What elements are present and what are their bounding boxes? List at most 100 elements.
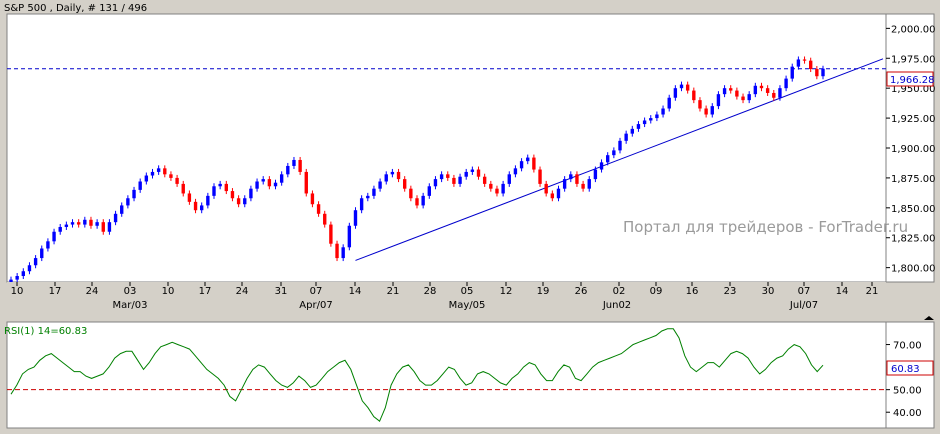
candle-body (255, 181, 259, 189)
day-label: 02 (613, 286, 626, 297)
candle-body (458, 176, 462, 184)
candle-body (642, 120, 647, 125)
candle-body (175, 177, 179, 184)
price-tick-label: 1,975.00 (891, 54, 936, 65)
candle-body (562, 179, 567, 189)
day-label: 12 (500, 286, 513, 297)
candle-body (409, 188, 413, 199)
candle-body (366, 195, 370, 199)
candle-body (40, 248, 44, 259)
candle-body (636, 124, 641, 129)
rsi-value-label: 60.83 (891, 364, 920, 375)
candle-body (21, 271, 25, 277)
day-label: 21 (387, 286, 400, 297)
candle-body (329, 224, 333, 244)
candle-body (206, 195, 210, 206)
candle-body (606, 155, 610, 163)
candle-body (692, 90, 696, 101)
candle-body (243, 198, 247, 205)
month-label: Apr/07 (299, 300, 332, 311)
candle-body (273, 182, 278, 187)
price-axis-area (885, 13, 935, 283)
day-label: 19 (537, 286, 550, 297)
candle-body (421, 195, 425, 206)
candle-body (107, 222, 112, 232)
candle-body (489, 183, 493, 189)
candle-body (341, 247, 345, 259)
candle-body (581, 183, 585, 189)
candle-body (446, 174, 450, 178)
candle-body (593, 169, 598, 180)
rsi-label: RSI(1) 14=60.83 (4, 326, 87, 337)
price-tick-label: 1,900.00 (891, 144, 936, 155)
candle-body (765, 88, 770, 93)
candle-body (439, 174, 444, 180)
candle-body (33, 258, 38, 266)
candle-body (587, 179, 591, 189)
price-plot-area[interactable] (6, 13, 887, 283)
candle-body (310, 193, 315, 205)
candle-body (15, 276, 19, 280)
candle-body (630, 128, 634, 134)
candle-body (784, 78, 788, 89)
candle-body (347, 225, 352, 248)
price-tick-label: 1,825.00 (891, 234, 936, 245)
candle-body (101, 222, 105, 232)
candle-body (710, 106, 714, 115)
price-axis-ticks: 1,800.00 1,825.00 1,850.00 1,875.00 1,900.00… (886, 24, 936, 275)
day-label: 10 (162, 286, 175, 297)
day-label: 10 (11, 286, 24, 297)
candle-body (224, 183, 228, 192)
candle-body (156, 168, 161, 172)
candle-body (120, 205, 124, 214)
candle-body (673, 88, 678, 98)
candle-body (403, 179, 407, 189)
candle-body (569, 174, 573, 180)
day-label: 14 (349, 286, 362, 297)
price-tick-label: 1,875.00 (891, 174, 936, 185)
day-label: 05 (461, 286, 474, 297)
candle-body (624, 133, 628, 141)
candle-body (667, 97, 671, 109)
day-label: 17 (199, 286, 212, 297)
price-tick-label: 1,950.00 (891, 84, 936, 95)
rsi-tick-label: 70.00 (893, 341, 922, 352)
candle-body (150, 171, 155, 176)
rsi-plot-area[interactable] (6, 321, 887, 429)
candle-body (649, 118, 653, 121)
candle-body (809, 60, 813, 70)
candle-body (70, 222, 75, 225)
day-label: 14 (836, 286, 849, 297)
candle-body (519, 161, 524, 169)
candle-body (495, 188, 499, 194)
candle-body (722, 88, 727, 95)
candle-body (89, 219, 93, 226)
candle-body (470, 169, 475, 172)
day-label: 23 (724, 286, 737, 297)
candle-body (716, 94, 721, 107)
day-label: 30 (762, 286, 775, 297)
month-label: May/05 (449, 300, 486, 311)
candle-body (292, 159, 296, 166)
candle-body (52, 231, 56, 242)
trendline[interactable] (355, 58, 884, 261)
candle-body (353, 210, 358, 226)
candle-body (126, 198, 130, 206)
candle-body (335, 243, 339, 259)
candle-body (778, 88, 782, 98)
collapse-arrow-icon[interactable] (924, 316, 934, 320)
candle-body (747, 94, 751, 101)
candle-body (476, 169, 481, 177)
candles (9, 56, 825, 285)
chart-title: S&P 500 , Daily, # 131 / 496 (4, 3, 147, 14)
last-price-box (886, 71, 934, 87)
candle-body (501, 183, 505, 194)
candle-body (655, 114, 659, 119)
candle-body (482, 176, 487, 184)
price-tick-label: 1,925.00 (891, 114, 936, 125)
candle-body (230, 191, 235, 199)
day-label: 31 (275, 286, 288, 297)
candle-body (286, 165, 290, 175)
candle-body (132, 189, 136, 199)
